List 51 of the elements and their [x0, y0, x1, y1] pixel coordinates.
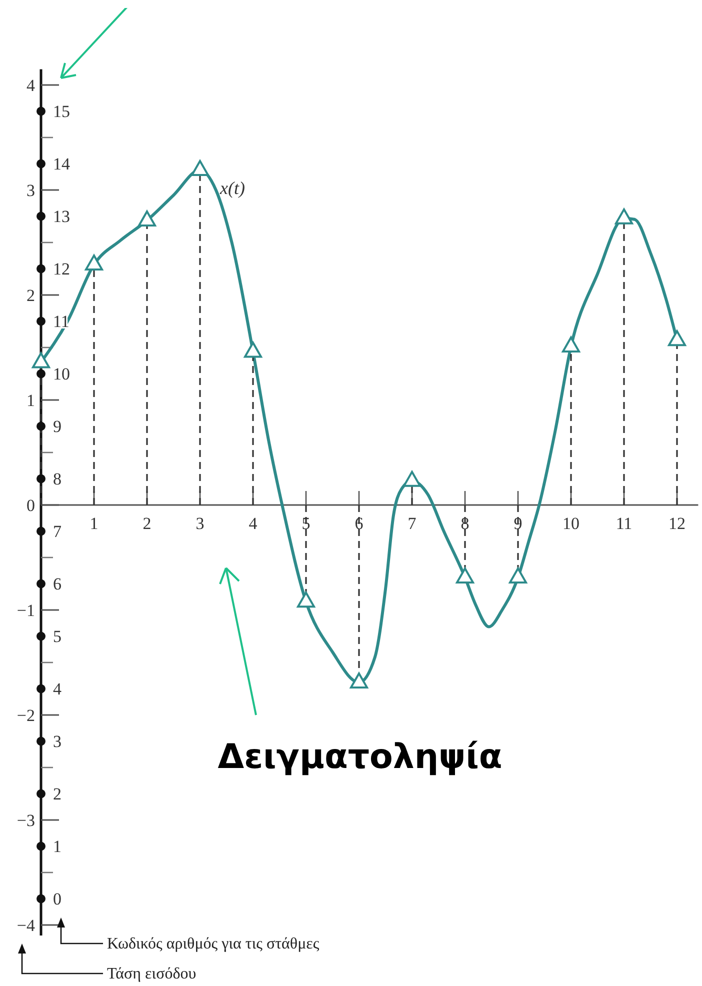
point	[138, 210, 156, 226]
y2-tick-label: 8	[53, 470, 62, 489]
point	[297, 592, 315, 608]
y2-tick-label: 9	[53, 417, 62, 436]
x-tick-label: 1	[90, 514, 98, 533]
series-label: x(t)	[219, 178, 245, 198]
point	[509, 567, 527, 584]
point	[403, 470, 421, 487]
y2-tick-label: 12	[53, 260, 70, 279]
y-tick-label: −1	[16, 600, 35, 620]
x-tick-label: 4	[248, 514, 258, 533]
y-tick-label: 3	[26, 180, 35, 200]
point	[191, 160, 209, 176]
x-tick-label: 2	[142, 514, 152, 533]
y2-tick-label: 15	[53, 102, 70, 122]
y-tick-label: 4	[26, 76, 36, 95]
point	[350, 672, 368, 688]
y-tick-label: −4	[16, 916, 36, 935]
y2-tick-label: 14	[53, 154, 70, 174]
y2-tick-label: 2	[53, 784, 62, 804]
x-tick-label: 6	[354, 514, 364, 533]
y2-tick-label: 3	[53, 732, 62, 752]
x-tick-label: 12	[668, 514, 686, 533]
x-tick-label: 3	[196, 514, 204, 533]
y2-tick-label: 5	[53, 627, 62, 646]
y2-tick-label: 6	[53, 574, 62, 594]
y-tick-label: −2	[16, 706, 35, 725]
y2-tick-label: 0	[53, 890, 62, 909]
y2-tick-label: 13	[53, 207, 70, 226]
x-tick-label: 8	[460, 514, 470, 533]
x-tick-label: 10	[562, 514, 580, 533]
point	[668, 330, 686, 346]
y-tick-label: −3	[16, 810, 35, 830]
y-tick-label: 2	[26, 286, 35, 305]
y2-tick-label: 10	[53, 364, 70, 384]
point	[32, 352, 50, 368]
point	[562, 336, 580, 352]
annotation: Δειγματοληψία	[218, 737, 502, 777]
y-tick-label: 1	[26, 390, 35, 410]
text: Τάση εισόδου	[107, 966, 196, 982]
x-tick-label: 9	[514, 514, 522, 533]
y2-tick-label: 1	[53, 837, 62, 856]
point	[456, 567, 474, 584]
x-tick-label: 7	[408, 514, 417, 533]
x-tick-label: 11	[616, 514, 632, 533]
point	[85, 254, 103, 271]
y2-tick-label: 4	[53, 680, 62, 699]
annotation: Κωδικός αριθμός για τις στάθμες	[107, 936, 320, 952]
point	[244, 342, 262, 358]
point	[615, 208, 633, 224]
y-tick-label: 0	[26, 496, 35, 515]
